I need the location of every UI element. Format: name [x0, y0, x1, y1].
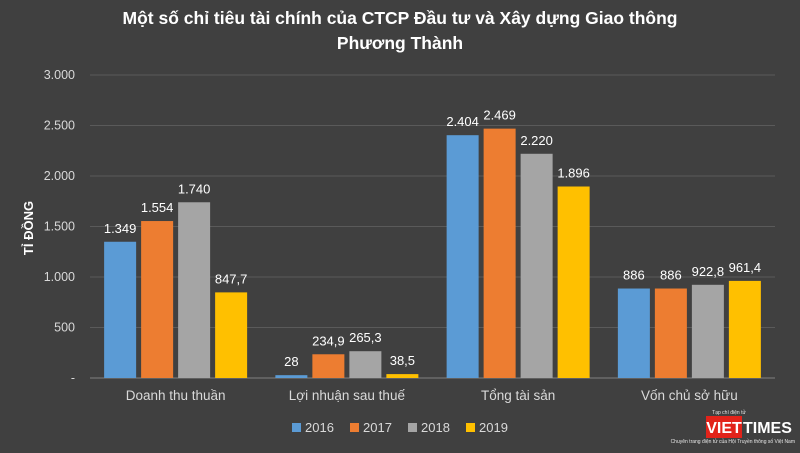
category-label: Vốn chủ sở hữu — [641, 388, 738, 403]
bar — [483, 128, 516, 378]
y-tick-label: 500 — [54, 321, 75, 335]
legend-swatch — [350, 423, 359, 432]
legend-label: 2018 — [421, 420, 450, 435]
y-tick-label: 1.500 — [44, 220, 75, 234]
data-label: 886 — [660, 268, 682, 283]
y-axis-ticks: - 500 1.000 1.500 2.000 2.500 3.000 — [44, 68, 75, 385]
bar — [520, 153, 553, 378]
category-label: Lợi nhuận sau thuế — [289, 388, 406, 403]
data-label: 961,4 — [729, 260, 762, 275]
logo-viet-text: VIET — [706, 420, 742, 437]
bars — [104, 128, 761, 378]
bar — [386, 374, 419, 378]
category-label: Doanh thu thuần — [126, 388, 226, 403]
legend-label: 2017 — [363, 420, 392, 435]
bar — [617, 288, 650, 378]
bar — [557, 186, 590, 378]
data-label: 847,7 — [215, 271, 248, 286]
bar — [215, 292, 248, 378]
bar — [654, 288, 687, 378]
chart-title-line-2: Phương Thành — [337, 33, 463, 53]
data-label: 2.220 — [520, 133, 553, 148]
bar — [275, 375, 308, 378]
legend-swatch — [408, 423, 417, 432]
bar — [312, 354, 345, 378]
y-tick-label: 2.500 — [44, 119, 75, 133]
logo-viet-box — [706, 416, 742, 438]
category-label: Tổng tài sản — [481, 388, 555, 403]
data-label: 1.349 — [104, 221, 137, 236]
chart-title-line-1: Một số chỉ tiêu tài chính của CTCP Đầu t… — [123, 8, 678, 28]
bar — [141, 221, 174, 378]
x-axis-categories: Doanh thu thuần Lợi nhuận sau thuế Tổng tà… — [126, 388, 738, 403]
bar — [691, 284, 724, 378]
bar — [728, 280, 761, 378]
data-label: 38,5 — [390, 353, 415, 368]
legend-swatch — [466, 423, 475, 432]
bar — [446, 135, 479, 378]
data-label: 1.896 — [557, 166, 590, 181]
y-tick-label: 2.000 — [44, 169, 75, 183]
data-label: 886 — [623, 268, 645, 283]
y-tick-label: 1.000 — [44, 270, 75, 284]
legend-label: 2019 — [479, 420, 508, 435]
logo-tagline-top: Tạp chí điện tử — [712, 409, 746, 416]
legend: 2016 2017 2018 2019 — [292, 420, 508, 435]
legend-swatch — [292, 423, 301, 432]
logo-times-text: TIMES — [743, 420, 792, 437]
bar — [104, 241, 137, 378]
bar — [178, 202, 211, 378]
data-label: 2.469 — [483, 108, 516, 123]
legend-label: 2016 — [305, 420, 334, 435]
data-label: 28 — [284, 354, 298, 369]
bar — [349, 351, 382, 378]
data-label: 1.554 — [141, 200, 174, 215]
data-label: 234,9 — [312, 333, 345, 348]
data-label: 265,3 — [349, 330, 382, 345]
y-tick-label: - — [71, 371, 75, 385]
y-tick-label: 3.000 — [44, 68, 75, 82]
logo-tagline-bottom: Chuyên trang điện tử của Hội Truyền thôn… — [671, 438, 795, 445]
data-label: 922,8 — [692, 264, 725, 279]
data-label: 1.740 — [178, 181, 211, 196]
viettimes-logo: Tạp chí điện tử VIET TIMES Chuyên trang … — [671, 409, 795, 445]
y-axis-label: TỈ ĐỒNG — [21, 201, 36, 255]
data-label: 2.404 — [446, 114, 479, 129]
data-labels: 1.349 1.554 1.740 847,7 28 234,9 265,3 38,5 2.40… — [104, 108, 761, 370]
